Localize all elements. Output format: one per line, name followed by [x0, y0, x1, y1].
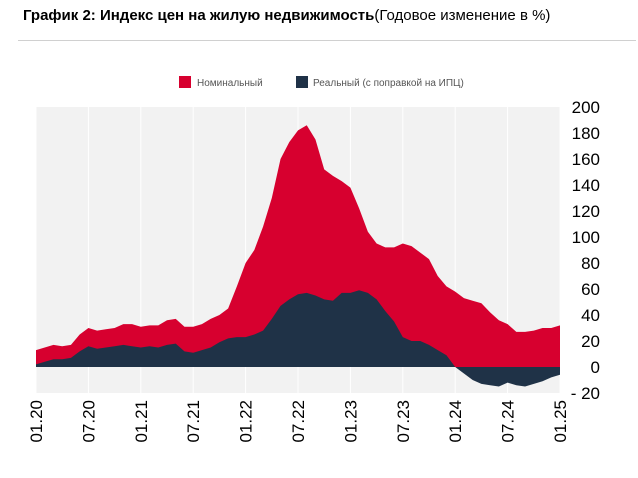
y-tick-label: 180	[572, 124, 600, 143]
area-series-real	[36, 290, 560, 387]
y-tick-label: 20	[581, 332, 600, 351]
area-series-nominal	[36, 125, 560, 367]
y-tick-label: 40	[581, 306, 600, 325]
y-tick-label: 60	[581, 280, 600, 299]
chart-title-subtitle: (Годовое изменение в %)	[374, 7, 551, 24]
x-tick-label: 01.22	[237, 400, 256, 443]
y-tick-label: 120	[572, 202, 600, 221]
y-tick-label: 160	[572, 150, 600, 169]
chart-title-main: График 2: Индекс цен на жилую недвижимос…	[23, 7, 375, 24]
legend-label-real: Реальный (с поправкой на ИПЦ)	[313, 78, 464, 89]
x-tick-label: 07.23	[394, 400, 413, 443]
y-tick-label: - 20	[571, 384, 600, 403]
x-tick-label: 07.22	[289, 400, 308, 443]
y-tick-label: 200	[572, 98, 600, 117]
y-tick-label: 0	[591, 358, 600, 377]
chart-title: График 2: Индекс цен на жилую недвижимос…	[23, 7, 550, 24]
x-axis: 01.20 07.20 01.21 07.21 01.22 07.22 01.23 07.23…	[27, 400, 570, 443]
title-divider	[18, 40, 636, 41]
y-tick-label: 140	[572, 176, 600, 195]
x-tick-label: 01.23	[341, 400, 360, 443]
y-tick-label: 80	[581, 254, 600, 273]
legend: Номинальный Реальный (с поправкой на ИПЦ…	[179, 76, 464, 89]
y-axis: - 20 0 20 40 60 80 100 120 140 160 180 200	[571, 98, 600, 403]
x-tick-label: 07.20	[79, 400, 98, 443]
legend-label-nominal: Номинальный	[197, 78, 263, 89]
legend-swatch-nominal	[179, 76, 191, 88]
legend-swatch-real	[296, 76, 308, 88]
y-tick-label: 100	[572, 228, 600, 247]
x-tick-label: 01.25	[551, 400, 570, 443]
x-tick-label: 01.21	[132, 400, 151, 443]
x-tick-label: 07.21	[184, 400, 203, 443]
x-tick-label: 07.24	[499, 400, 518, 443]
x-tick-label: 01.20	[27, 400, 46, 443]
x-tick-label: 01.24	[446, 400, 465, 443]
